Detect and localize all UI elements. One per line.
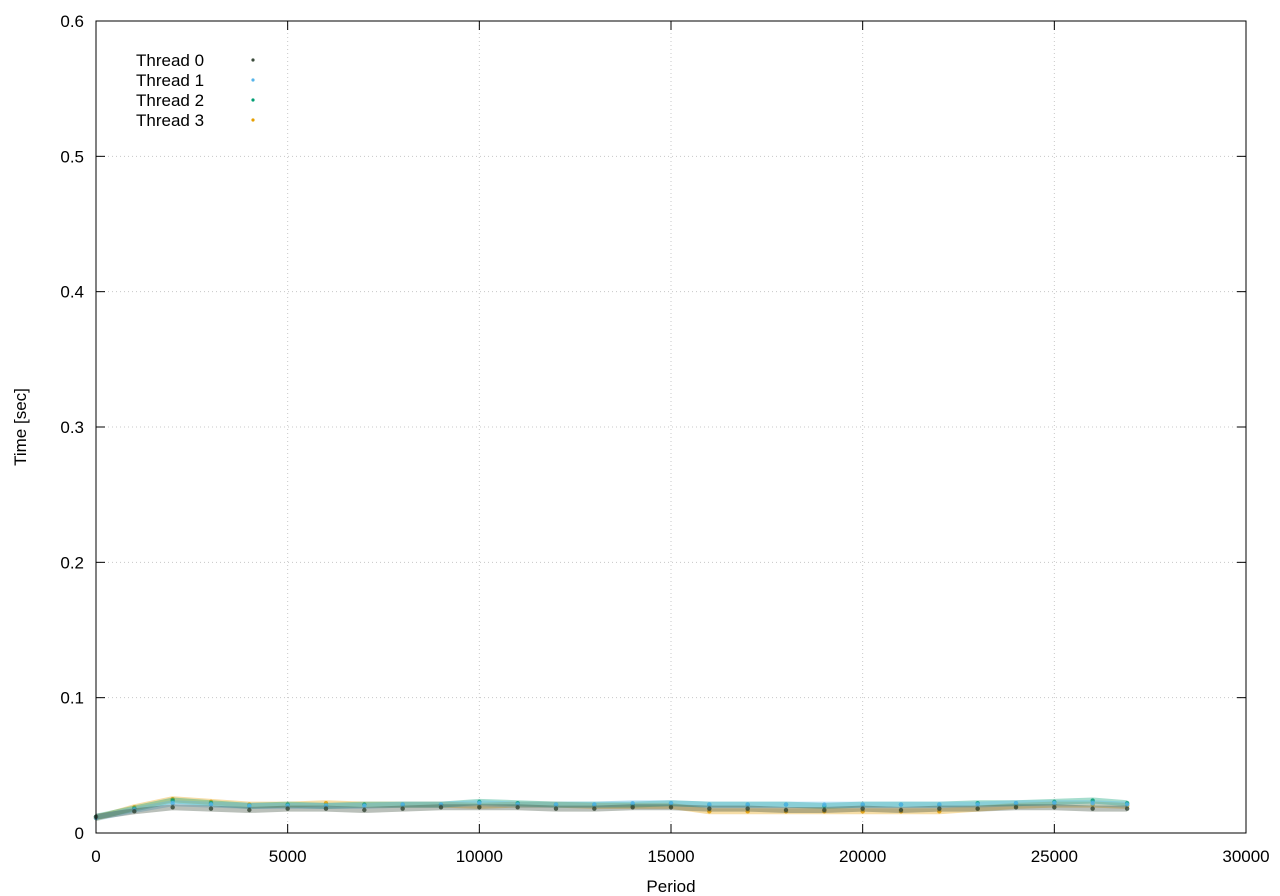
data-point [592,802,597,807]
legend-item: Thread 1 [136,71,255,90]
series-band [95,800,1128,822]
y-tick-labels: 0 0.1 0.2 0.3 0.4 0.5 0.6 [60,12,84,843]
x-axis-title: Period [646,877,695,896]
data-point [937,802,942,807]
data-point [745,802,750,807]
series-band [95,797,1128,820]
data-point [975,802,980,807]
legend-marker [251,78,255,82]
data-point [668,801,674,806]
data-point [170,801,175,806]
data-point [362,803,367,809]
legend-item: Thread 0 [136,51,255,70]
data-point [553,806,559,811]
data-point [898,807,904,813]
legend-item: Thread 3 [136,111,255,130]
y-tick-label: 0.5 [60,147,84,166]
data-point [860,806,865,811]
y-tick-label: 0.1 [60,689,84,708]
legend-label: Thread 2 [136,91,204,110]
x-tick-label: 15000 [647,847,694,866]
data-point [822,802,827,807]
legend-marker [251,58,255,62]
series-band [95,804,1128,820]
series-band [95,796,1128,821]
x-tick-label: 0 [91,847,100,866]
y-tick-label: 0 [75,824,84,843]
data-point [975,806,980,811]
y-tick-label: 0.3 [60,418,84,437]
data-point [362,807,367,813]
x-tick-label: 5000 [269,847,307,866]
y-tick-label: 0.6 [60,12,84,31]
series-points [93,804,1130,820]
data-point [707,806,712,811]
data-point [1124,802,1130,807]
data-point [860,802,865,807]
data-point [1013,801,1019,806]
legend-label: Thread 0 [136,51,204,70]
legend-marker [251,98,255,102]
data-point [400,802,405,807]
data-point [630,801,635,806]
data-point [400,806,405,811]
data-point [1124,806,1130,811]
data-point [438,805,444,810]
y-tick-label: 0.2 [60,553,84,572]
legend-marker [251,118,255,122]
x-tick-labels: 0 5000 10000 15000 20000 25000 30000 [91,847,1269,866]
data-point [592,806,597,811]
data-point [208,806,214,811]
data-point [1052,801,1057,806]
data-point [515,805,520,810]
legend-label: Thread 3 [136,111,204,130]
data-point [247,803,252,809]
data-point [745,806,750,811]
data-point [898,802,904,807]
legend-item: Thread 2 [136,91,255,110]
data-point [132,809,137,814]
data-points [93,796,1130,822]
data-point [1090,806,1095,811]
grid-lines [96,21,1246,833]
series-points [93,800,1130,822]
y-axis-title: Time [sec] [11,388,30,466]
data-point [630,805,635,810]
data-point [783,807,789,813]
x-tick-label: 20000 [839,847,886,866]
y-tick-label: 0.4 [60,283,84,302]
data-point [477,805,482,810]
data-point [783,802,789,807]
legend-label: Thread 1 [136,71,204,90]
data-point [1052,805,1057,810]
data-point [170,805,175,810]
data-point [208,802,214,807]
data-point [477,801,482,806]
axis-ticks [95,20,1247,834]
data-point [1090,801,1095,806]
data-point [1013,805,1019,810]
data-point [937,806,942,811]
data-point [247,807,252,813]
data-point [668,805,674,810]
x-tick-label: 10000 [456,847,503,866]
x-tick-label: 25000 [1031,847,1078,866]
data-point [822,807,827,813]
data-point [323,806,329,811]
data-point [553,802,559,807]
data-point [285,806,290,811]
x-tick-label: 30000 [1222,847,1269,866]
data-point [707,802,712,807]
